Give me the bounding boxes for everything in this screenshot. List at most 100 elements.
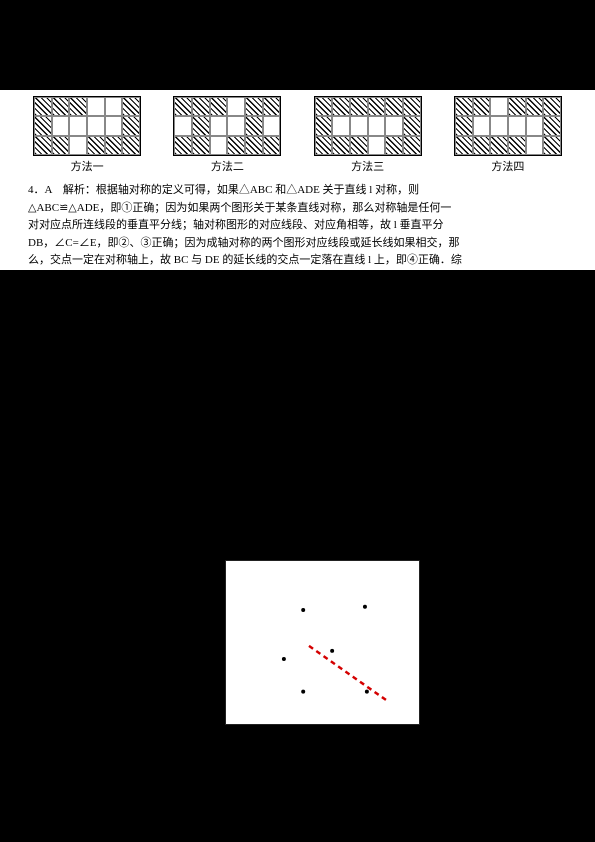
grid-cell <box>174 136 192 155</box>
grid-cell <box>227 116 245 135</box>
method-1-grid <box>33 96 141 156</box>
scatter-point <box>365 690 369 694</box>
grid-cell <box>87 116 105 135</box>
grid-cell <box>315 97 333 116</box>
grid-cell <box>315 116 333 135</box>
grid-cell <box>473 97 491 116</box>
scatter-svg <box>226 561 419 724</box>
scatter-point <box>330 649 334 653</box>
grid-cell <box>403 136 421 155</box>
scatter-point <box>301 608 305 612</box>
grid-cell <box>105 97 123 116</box>
grid-cell <box>34 97 52 116</box>
grid-cell <box>210 116 228 135</box>
grid-cell <box>87 97 105 116</box>
grid-cell <box>245 136 263 155</box>
grid-cell <box>263 136 281 155</box>
answer-4-line-4: 么，交点一定在对称轴上，故 BC 与 DE 的延长线的交点一定落在直线 l 上，… <box>28 254 462 266</box>
answer-4-line-3: DB，∠C=∠E，即②、③正确；因为成轴对称的两个图形对应线段或延长线如果相交，… <box>28 237 460 249</box>
scatter-point <box>363 605 367 609</box>
grid-cell <box>192 97 210 116</box>
method-2-grid <box>173 96 281 156</box>
grid-cell <box>332 97 350 116</box>
grid-cell <box>263 97 281 116</box>
grid-cell <box>52 116 70 135</box>
grid-cell <box>368 116 386 135</box>
grid-cell <box>385 97 403 116</box>
grid-cell <box>122 136 140 155</box>
answer-4-line-1: △ABC≌△ADE，即①正确；因为如果两个图形关于某条直线对称，那么对称轴是任何… <box>28 202 451 214</box>
answer-4-line-2: 对对应点所连线段的垂直平分线；轴对称图形的对应线段、对应角相等，故 l 垂直平分 <box>28 219 444 231</box>
answer-4-text: 4．A 解析：根据轴对称的定义可得，如果△ABC 和△ADE 关于直线 l 对称… <box>28 182 567 288</box>
grid-cell <box>332 136 350 155</box>
grid-cell <box>526 97 544 116</box>
scatter-point <box>282 657 286 661</box>
grid-cell <box>350 136 368 155</box>
grid-cell <box>210 97 228 116</box>
grid-cell <box>192 136 210 155</box>
grid-cell <box>526 116 544 135</box>
grid-cell <box>69 97 87 116</box>
grid-cell <box>122 97 140 116</box>
grid-cell <box>543 97 561 116</box>
grid-cell <box>490 116 508 135</box>
grid-cell <box>385 136 403 155</box>
grid-cell <box>350 116 368 135</box>
grid-cell <box>245 116 263 135</box>
grid-cell <box>174 116 192 135</box>
grid-cell <box>263 116 281 135</box>
grid-cell <box>490 97 508 116</box>
grid-cell <box>245 97 263 116</box>
grid-cell <box>455 116 473 135</box>
grid-cell <box>105 116 123 135</box>
grid-cell <box>52 136 70 155</box>
grid-cell <box>403 116 421 135</box>
grid-cell <box>192 116 210 135</box>
scatter-figure <box>225 560 420 725</box>
grid-cell <box>368 97 386 116</box>
grid-cell <box>455 136 473 155</box>
grid-cell <box>122 116 140 135</box>
grid-cell <box>227 136 245 155</box>
grid-cell <box>543 116 561 135</box>
redacted-block-middle <box>0 270 595 842</box>
method-3-label: 方法三 <box>351 158 384 174</box>
grid-cell <box>315 136 333 155</box>
grid-cell <box>210 136 228 155</box>
grid-cell <box>332 116 350 135</box>
symmetry-line <box>309 646 388 702</box>
grid-cell <box>473 136 491 155</box>
scatter-point <box>301 690 305 694</box>
grid-cell <box>385 116 403 135</box>
grid-cell <box>368 136 386 155</box>
grid-cell <box>87 136 105 155</box>
grid-cell <box>543 136 561 155</box>
grid-cell <box>174 97 192 116</box>
method-1: 方法一 <box>28 96 146 178</box>
grid-cell <box>69 136 87 155</box>
grid-cell <box>455 97 473 116</box>
redacted-block-top <box>0 0 595 90</box>
grid-cell <box>473 116 491 135</box>
answer-4-line-0: 4．A 解析：根据轴对称的定义可得，如果△ABC 和△ADE 关于直线 l 对称… <box>28 184 419 196</box>
grid-cell <box>508 136 526 155</box>
grid-cell <box>508 97 526 116</box>
answer-4-line-5: 上所述，①②③④都是正确的，故选 A． <box>28 272 226 284</box>
grid-cell <box>34 136 52 155</box>
method-4: 方法四 <box>449 96 567 178</box>
grid-cell <box>490 136 508 155</box>
method-1-label: 方法一 <box>71 158 104 174</box>
grid-cell <box>508 116 526 135</box>
method-2: 方法二 <box>168 96 286 178</box>
grid-cell <box>34 116 52 135</box>
grid-cell <box>526 136 544 155</box>
method-4-grid <box>454 96 562 156</box>
grid-cell <box>227 97 245 116</box>
grid-cell <box>69 116 87 135</box>
grid-cell <box>350 97 368 116</box>
grid-cell <box>403 97 421 116</box>
grid-cell <box>105 136 123 155</box>
method-3: 方法三 <box>309 96 427 178</box>
method-4-label: 方法四 <box>491 158 524 174</box>
methods-figure-row: 方法一 方法二 方法三 方法四 <box>28 96 567 178</box>
